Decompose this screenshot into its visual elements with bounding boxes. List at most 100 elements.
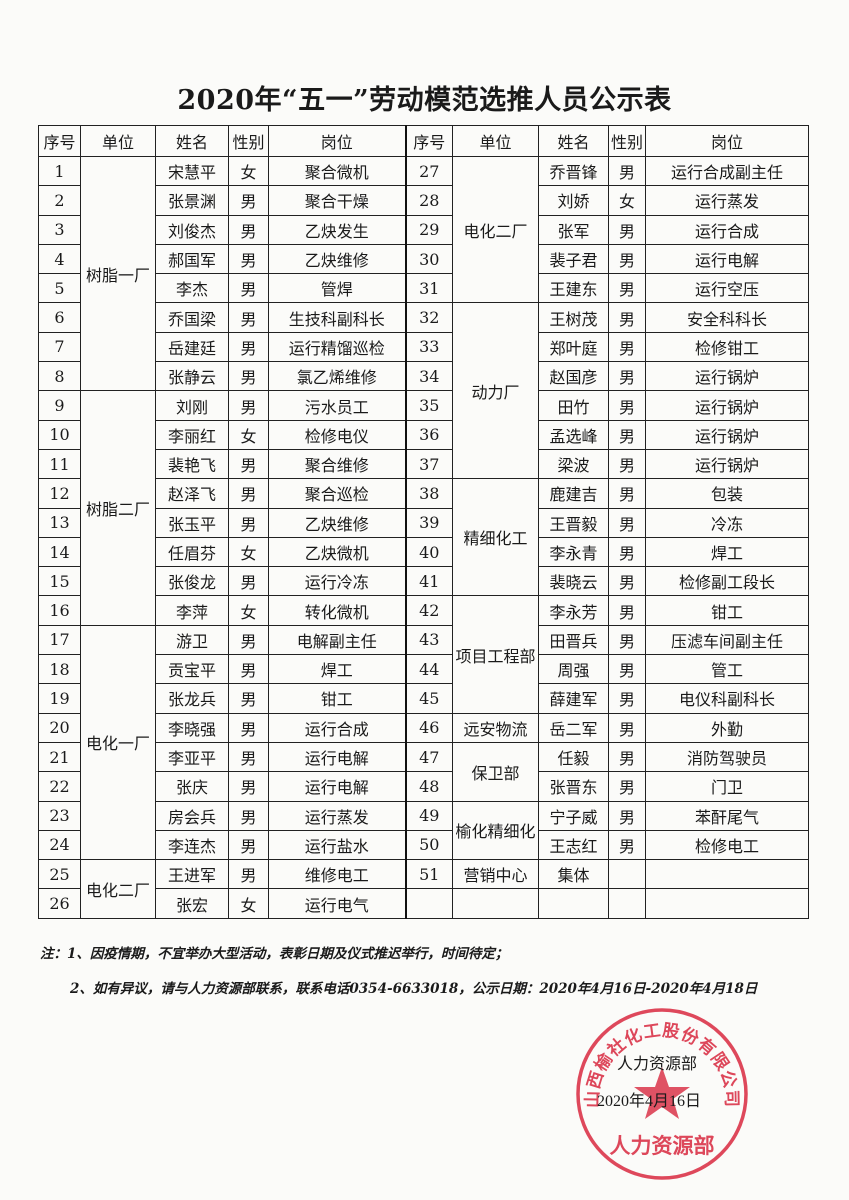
cell-name: 张宏 — [155, 888, 229, 919]
cell-number: 2 — [38, 185, 81, 216]
cell-number: 32 — [404, 302, 453, 333]
cell-number: 18 — [38, 654, 81, 685]
cell-gender: 男 — [228, 683, 269, 714]
cell-gender: 男 — [608, 800, 646, 831]
cell-position: 乙炔维修 — [268, 507, 406, 538]
table-row: 22 张庆男运行电解 48 张晋东男门卫 — [38, 771, 809, 802]
cell-name: 李永青 — [538, 536, 609, 568]
cell-number: 25 — [38, 859, 81, 890]
cell-gender: 男 — [608, 683, 646, 714]
cell-position: 检修钳工 — [645, 331, 809, 363]
cell-name: 任毅 — [538, 741, 609, 773]
cell-number: 15 — [38, 566, 81, 597]
column-header: 岗位 — [645, 125, 809, 157]
cell-name: 孟选峰 — [538, 419, 609, 450]
cell-name: 郑叶庭 — [538, 331, 609, 363]
cell-number: 20 — [38, 712, 81, 743]
cell-gender: 男 — [228, 654, 269, 685]
cell-number: 16 — [38, 595, 81, 626]
cell-name: 赵国彦 — [538, 361, 609, 392]
cell-gender: 男 — [228, 214, 269, 245]
cell-gender: 男 — [608, 624, 646, 656]
cell-position: 管焊 — [268, 273, 406, 304]
cell-number: 19 — [38, 683, 81, 714]
cell-gender: 女 — [228, 888, 269, 919]
cell-number: 40 — [404, 536, 453, 568]
cell-position: 运行蒸发 — [268, 800, 406, 831]
cell-unit: 动力厂 — [452, 302, 539, 480]
table-row: 12 赵泽飞男聚合巡检 38 精细化工 鹿建吉男包装 — [38, 478, 809, 597]
cell-unit: 电化二厂 — [452, 155, 539, 304]
cell-position: 运行锅炉 — [645, 361, 809, 392]
cell-number — [404, 888, 453, 919]
cell-gender: 男 — [608, 741, 646, 773]
cell-name: 周强 — [538, 654, 609, 685]
table-row: 18 贡宝平男焊工 44 周强男管工 — [38, 654, 809, 685]
cell-position: 焊工 — [645, 536, 809, 568]
cell-gender: 男 — [228, 448, 269, 480]
cell-number: 51 — [404, 859, 453, 890]
cell-name: 李晓强 — [155, 712, 229, 743]
cell-name: 李萍 — [155, 595, 229, 626]
cell-number: 34 — [404, 361, 453, 392]
cell-gender: 男 — [608, 302, 646, 333]
table-row: 16 李萍女转化微机 42 项目工程部 李永芳男钳工 — [38, 595, 809, 714]
cell-gender: 男 — [228, 273, 269, 304]
cell-name: 裴子君 — [538, 243, 609, 275]
cell-number: 37 — [404, 448, 453, 480]
cell-number: 42 — [404, 595, 453, 626]
cell-name: 薛建军 — [538, 683, 609, 714]
table-header-row: 序号 单位 姓名 性别 岗位 序号 单位 姓名 性别 岗位 — [38, 125, 809, 157]
cell-gender: 男 — [228, 185, 269, 216]
cell-gender: 男 — [608, 595, 646, 626]
cell-number: 38 — [404, 478, 453, 509]
cell-position: 电解副主任 — [268, 624, 406, 656]
cell-gender: 男 — [608, 478, 646, 509]
cell-position: 钳工 — [645, 595, 809, 626]
cell-gender: 男 — [608, 331, 646, 363]
table-row: 7 岳建廷男运行精馏巡检 33 郑叶庭男检修钳工 — [38, 331, 809, 363]
cell-position: 运行蒸发 — [645, 185, 809, 216]
cell-position: 聚合巡检 — [268, 478, 406, 509]
cell-name: 李杰 — [155, 273, 229, 304]
cell-name: 田晋兵 — [538, 624, 609, 656]
cell-gender: 男 — [608, 361, 646, 392]
signature-department: 人力资源部 — [617, 1056, 698, 1073]
column-header: 性别 — [608, 125, 646, 157]
cell-gender: 女 — [228, 595, 269, 626]
cell-position: 管工 — [645, 654, 809, 685]
signature-date: 2020年4月16日 — [597, 1093, 702, 1110]
column-header: 性别 — [228, 125, 269, 157]
cell-name: 宋慧平 — [155, 155, 229, 187]
table-row: 24 李连杰男运行盐水 50 王志红男检修电工 — [38, 829, 809, 861]
cell-position: 检修电仪 — [268, 419, 406, 450]
cell-gender: 男 — [608, 273, 646, 304]
cell-name: 刘娇 — [538, 185, 609, 216]
page-title: 2020年“五一”劳动模范选推人员公示表 — [177, 85, 672, 116]
cell-name: 王晋毅 — [538, 507, 609, 538]
cell-gender: 男 — [608, 448, 646, 480]
cell-position: 运行合成 — [645, 214, 809, 245]
table-row: 1 树脂一厂 宋慧平女聚合微机 27 电化二厂 乔晋锋男运行合成副主任 — [38, 155, 809, 392]
column-header: 岗位 — [268, 125, 406, 157]
cell-position: 焊工 — [268, 654, 406, 685]
cell-number: 9 — [38, 390, 81, 421]
cell-name: 王建东 — [538, 273, 609, 304]
column-header: 单位 — [452, 125, 539, 157]
cell-name: 乔晋锋 — [538, 155, 609, 187]
cell-gender: 男 — [228, 741, 269, 773]
cell-position: 氯乙烯维修 — [268, 361, 406, 392]
cell-number: 4 — [38, 243, 81, 275]
cell-position: 运行电解 — [268, 741, 406, 773]
cell-position: 运行盐水 — [268, 829, 406, 861]
cell-name: 张景渊 — [155, 185, 229, 216]
cell-position: 包装 — [645, 478, 809, 509]
cell-name: 李丽红 — [155, 419, 229, 450]
cell-number: 44 — [404, 654, 453, 685]
cell-name: 游卫 — [155, 624, 229, 656]
cell-position: 乙炔维修 — [268, 243, 406, 275]
cell-name: 张静云 — [155, 361, 229, 392]
cell-gender: 男 — [228, 390, 269, 421]
cell-position: 苯酐尾气 — [645, 800, 809, 831]
column-header: 姓名 — [538, 125, 609, 157]
